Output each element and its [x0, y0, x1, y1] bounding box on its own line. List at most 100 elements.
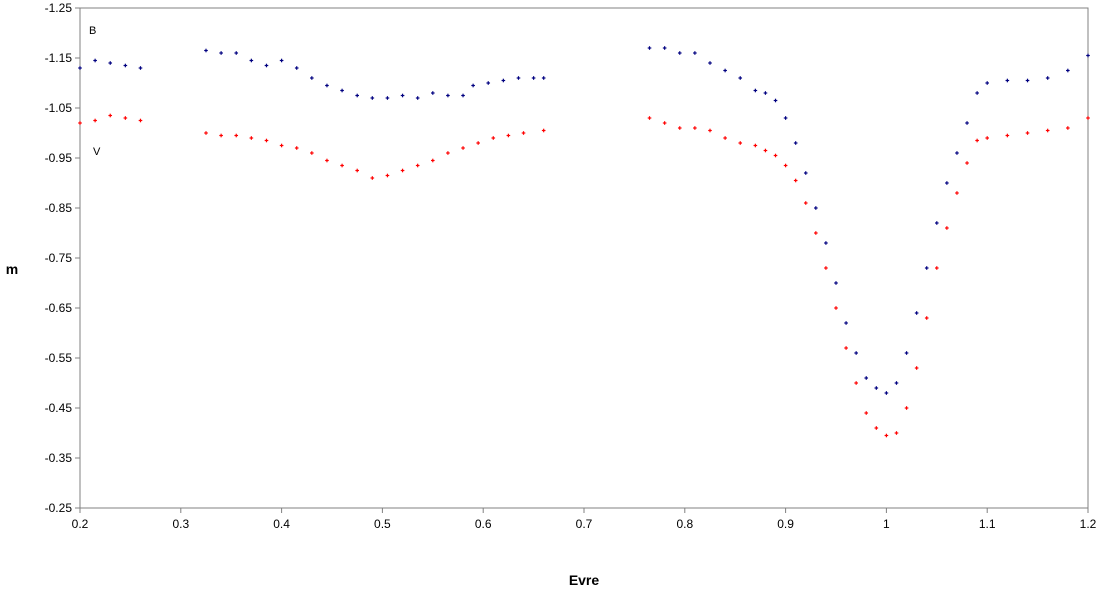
data-point-v: [1086, 116, 1090, 120]
data-point-v: [783, 163, 788, 168]
x-tick-label: 0.3: [172, 517, 189, 531]
data-point-v: [355, 168, 359, 173]
y-tick-label: -0.35: [45, 451, 73, 465]
data-point-b: [884, 391, 889, 395]
data-point-v: [884, 433, 889, 438]
data-point-b: [773, 98, 778, 103]
data-point-b: [864, 376, 869, 380]
data-point-v: [935, 266, 939, 270]
data-point-b: [723, 68, 727, 73]
data-point-v: [975, 138, 979, 143]
data-point-b: [78, 66, 82, 70]
x-tick-label: 1.1: [979, 517, 996, 531]
data-point-b: [647, 46, 652, 50]
data-point-v: [793, 178, 798, 183]
x-tick-label: 1.2: [1080, 517, 1097, 531]
series-label-b: B: [89, 25, 96, 37]
data-point-v: [78, 121, 82, 125]
data-point-v: [874, 426, 879, 430]
data-point-b: [924, 266, 929, 270]
data-point-v: [385, 173, 390, 178]
data-point-b: [904, 351, 909, 355]
data-point-v: [723, 136, 727, 140]
data-point-b: [1045, 76, 1050, 80]
data-point-v: [204, 131, 208, 135]
data-point-v: [773, 153, 778, 158]
data-point-b: [783, 116, 788, 120]
data-point-v: [803, 201, 808, 205]
data-point-v: [647, 116, 652, 120]
x-tick-label: 0.6: [475, 517, 492, 531]
data-point-b: [234, 51, 239, 55]
series-label-v: V: [93, 146, 101, 158]
data-point-v: [108, 113, 113, 118]
data-point-b: [446, 93, 450, 98]
data-point-b: [763, 91, 768, 95]
data-point-v: [924, 316, 929, 320]
data-point-b: [834, 281, 838, 285]
data-point-b: [501, 78, 506, 83]
data-point-v: [370, 176, 375, 180]
data-point-v: [446, 151, 450, 155]
data-point-b: [279, 58, 284, 63]
data-point-b: [677, 51, 682, 55]
data-point-b: [803, 171, 808, 175]
data-point-b: [310, 76, 314, 80]
data-point-v: [753, 143, 758, 148]
data-point-b: [1005, 78, 1010, 83]
data-point-v: [738, 141, 743, 145]
data-point-b: [431, 91, 435, 95]
data-point-v: [541, 128, 546, 133]
data-point-b: [965, 121, 969, 125]
data-point-b: [738, 76, 743, 80]
data-point-v: [506, 133, 511, 138]
data-point-b: [708, 61, 712, 65]
data-point-v: [1005, 133, 1010, 138]
data-point-b: [461, 93, 465, 98]
series-b-points: [78, 46, 1090, 395]
x-tick-label: 1: [883, 517, 890, 531]
x-tick-label: 0.2: [72, 517, 89, 531]
y-tick-label: -0.25: [45, 501, 73, 515]
data-point-b: [204, 48, 208, 53]
data-point-v: [325, 158, 329, 163]
data-point-v: [904, 406, 909, 410]
data-point-v: [234, 133, 239, 138]
data-point-v: [400, 168, 405, 173]
data-point-v: [945, 226, 949, 230]
y-axis-title: m: [6, 261, 18, 277]
data-point-b: [844, 321, 848, 325]
data-point-b: [531, 76, 536, 80]
data-point-v: [854, 381, 858, 385]
data-point-v: [914, 366, 919, 370]
data-point-v: [491, 136, 496, 140]
data-point-v: [340, 163, 344, 168]
data-point-b: [935, 221, 939, 225]
data-point-v: [763, 148, 768, 153]
data-point-b: [93, 58, 97, 63]
y-tick-label: -0.55: [45, 351, 73, 365]
data-point-v: [844, 346, 848, 350]
data-point-b: [108, 61, 113, 65]
data-point-b: [123, 63, 128, 68]
data-point-b: [138, 66, 143, 70]
data-point-b: [355, 93, 359, 98]
data-point-b: [793, 141, 798, 145]
data-point-v: [677, 126, 682, 130]
data-point-b: [753, 88, 758, 93]
data-point-b: [824, 241, 828, 245]
data-point-b: [541, 76, 546, 80]
data-point-b: [471, 83, 475, 88]
data-point-v: [824, 266, 828, 270]
data-point-v: [1045, 128, 1050, 133]
data-point-b: [854, 351, 858, 355]
data-point-b: [894, 381, 899, 385]
data-point-v: [93, 118, 97, 123]
data-point-b: [325, 83, 329, 88]
data-point-v: [521, 131, 526, 135]
y-tick-label: -0.75: [45, 251, 73, 265]
data-point-v: [138, 118, 143, 123]
y-tick-label: -0.85: [45, 201, 73, 215]
data-point-v: [985, 136, 989, 140]
data-point-v: [814, 231, 818, 235]
